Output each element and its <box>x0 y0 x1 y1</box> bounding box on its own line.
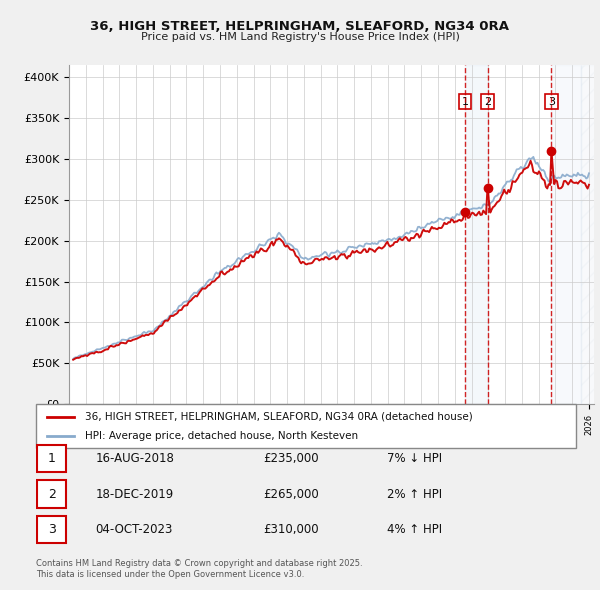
Text: 2: 2 <box>484 97 491 107</box>
Text: This data is licensed under the Open Government Licence v3.0.: This data is licensed under the Open Gov… <box>36 570 304 579</box>
FancyBboxPatch shape <box>36 404 576 448</box>
Text: 04-OCT-2023: 04-OCT-2023 <box>95 523 173 536</box>
FancyBboxPatch shape <box>37 516 66 543</box>
Text: 16-AUG-2018: 16-AUG-2018 <box>95 452 174 466</box>
Text: 1: 1 <box>48 452 56 466</box>
Text: Contains HM Land Registry data © Crown copyright and database right 2025.: Contains HM Land Registry data © Crown c… <box>36 559 362 568</box>
Text: 3: 3 <box>48 523 56 536</box>
Text: £265,000: £265,000 <box>263 487 319 501</box>
Bar <box>581 65 600 404</box>
Text: 18-DEC-2019: 18-DEC-2019 <box>95 487 173 501</box>
Text: 4% ↑ HPI: 4% ↑ HPI <box>387 523 442 536</box>
Text: 36, HIGH STREET, HELPRINGHAM, SLEAFORD, NG34 0RA (detached house): 36, HIGH STREET, HELPRINGHAM, SLEAFORD, … <box>85 412 472 421</box>
Text: 2% ↑ HPI: 2% ↑ HPI <box>387 487 442 501</box>
Text: £310,000: £310,000 <box>263 523 319 536</box>
Text: HPI: Average price, detached house, North Kesteven: HPI: Average price, detached house, Nort… <box>85 431 358 441</box>
FancyBboxPatch shape <box>37 480 66 508</box>
Text: 36, HIGH STREET, HELPRINGHAM, SLEAFORD, NG34 0RA: 36, HIGH STREET, HELPRINGHAM, SLEAFORD, … <box>91 20 509 33</box>
Bar <box>465 65 488 404</box>
Bar <box>551 65 581 404</box>
FancyBboxPatch shape <box>37 445 66 473</box>
Text: 7% ↓ HPI: 7% ↓ HPI <box>387 452 442 466</box>
Text: 1: 1 <box>461 97 469 107</box>
Text: 2: 2 <box>48 487 56 501</box>
Text: Price paid vs. HM Land Registry's House Price Index (HPI): Price paid vs. HM Land Registry's House … <box>140 32 460 41</box>
Text: 3: 3 <box>548 97 555 107</box>
Text: £235,000: £235,000 <box>263 452 319 466</box>
